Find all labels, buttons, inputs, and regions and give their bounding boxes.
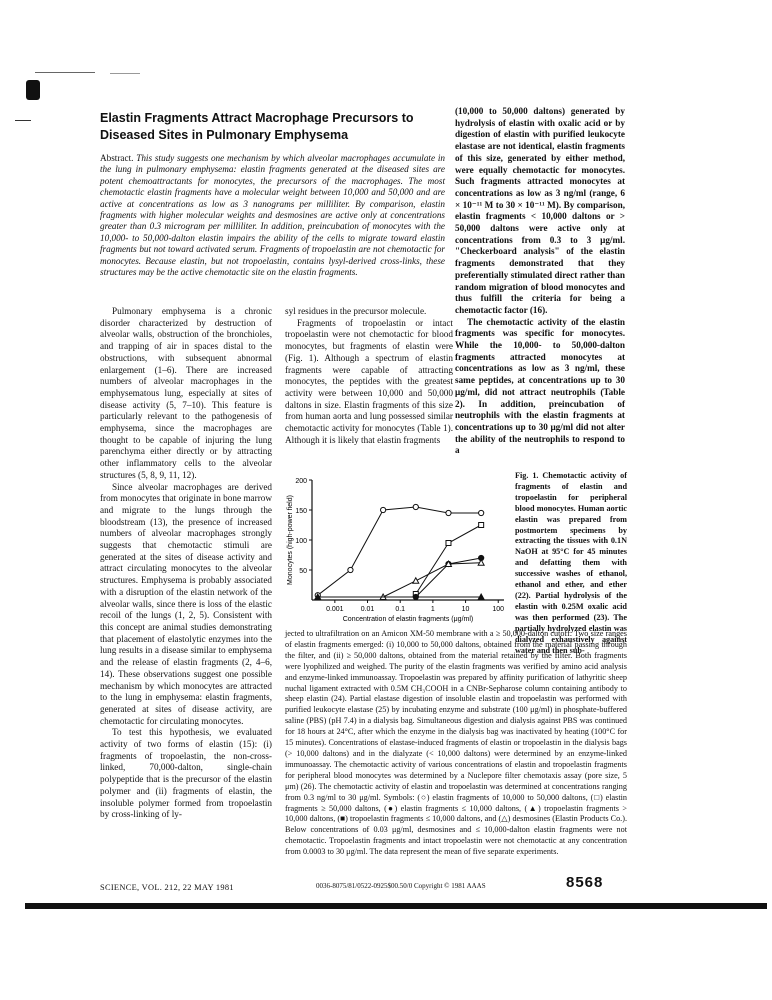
paragraph: The chemotactic activity of the elastin … [455,316,625,456]
x-tick-label: 100 [492,606,504,613]
paragraph: Fragments of tropoelastin or intact trop… [285,317,453,445]
margin-tick [15,120,31,121]
body-column-1: Pulmonary emphysema is a chronic disorde… [100,306,272,821]
paragraph: Since alveolar macrophages are derived f… [100,481,272,726]
paragraph: Pulmonary emphysema is a chronic disorde… [100,306,272,480]
data-point [445,540,452,546]
data-point [411,576,420,584]
y-tick-label: 50 [299,568,307,575]
data-point [478,509,485,517]
y-tick-label: 100 [295,538,307,545]
series-line [317,506,482,596]
journal-footer: SCIENCE, VOL. 212, 22 MAY 1981 [100,883,234,892]
x-tick-label: 1 [431,606,435,613]
copyright-line: 0036-8075/81/0522-0925$00.50/0 Copyright… [316,882,486,890]
data-point [412,503,419,511]
article-title: Elastin Fragments Attract Macrophage Pre… [100,111,414,142]
data-point [445,509,452,517]
x-tick-label: 0.1 [395,606,405,613]
x-axis-label: Concentration of elastin fragments (μg/m… [343,616,473,623]
paragraph: (10,000 to 50,000 daltons) generated by … [455,106,625,315]
abstract: Abstract. This study suggests one mechan… [100,153,445,278]
abstract-text: This study suggests one mechanism by whi… [100,153,446,278]
page-stamp: 8568 [566,874,604,891]
margin-mark [26,80,40,100]
data-point [444,559,453,567]
x-tick-label: 0.001 [326,606,344,613]
data-point [347,566,354,574]
paragraph: syl residues in the precursor molecule. [285,306,427,316]
paragraph: To test this hypothesis, we evaluated ac… [100,727,272,820]
data-point [477,592,485,600]
scan-artifact [110,73,140,74]
data-point [313,592,322,600]
figure-caption: Fig. 1. Chemotactic activity of fragment… [515,471,627,655]
data-point [477,558,485,566]
x-tick-label: 0.01 [361,606,375,613]
bottom-rule [25,903,767,909]
scan-artifact [35,72,95,73]
figure-caption-continued: jected to ultrafiltration on an Amicon X… [285,629,627,857]
x-tick-label: 10 [462,606,470,613]
series-line [382,562,482,598]
body-column-3: (10,000 to 50,000 daltons) generated by … [455,106,625,457]
abstract-lead: Abstract. [100,153,134,163]
y-tick-label: 200 [295,478,307,485]
y-axis-label: Monocytes (high-power field) [287,495,294,585]
body-column-2: syl residues in the precursor molecule. … [285,306,453,446]
data-point [478,522,485,528]
figure-1-chart: 50 100 150 200 0.001 0.01 0.1 1 10 100 Concentrati… [287,478,504,623]
data-point [380,506,387,514]
y-tick-label: 150 [295,508,307,515]
